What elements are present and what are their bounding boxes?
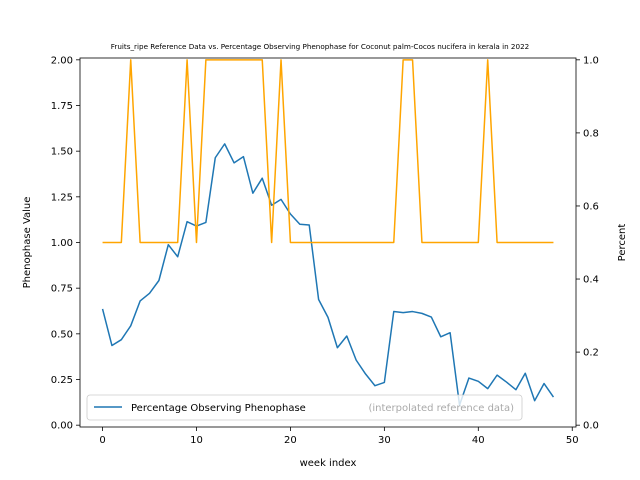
plot-area — [79, 57, 577, 428]
legend-box — [86, 394, 523, 421]
series-line-reference — [102, 59, 554, 244]
left-y-tick-label: 0.25 — [51, 375, 73, 386]
legend: Percentage Observing Phenophase (interpo… — [86, 394, 523, 421]
left-y-tick-label: 1.50 — [51, 147, 73, 158]
left-y-tick-label: 1.25 — [51, 192, 73, 203]
series-line-percentage — [101, 143, 555, 406]
x-tick-label: 30 — [378, 435, 391, 446]
right-y-axis-label: Percent — [617, 224, 628, 262]
left-y-axis: 0.00 0.25 0.50 0.75 1.00 1.25 1.50 1.75 2.00 — [51, 55, 80, 432]
x-axis-label: week index — [300, 458, 357, 469]
right-y-tick-label: 0.6 — [583, 201, 599, 212]
chart-title: Fruits_ripe Reference Data vs. Percentag… — [111, 42, 529, 51]
series-layer — [101, 59, 555, 406]
right-y-tick-label: 1.0 — [583, 55, 599, 66]
left-y-tick-label: 2.00 — [51, 55, 73, 66]
legend-label-percentage: Percentage Observing Phenophase — [131, 403, 306, 414]
right-y-tick-label: 0.2 — [583, 348, 599, 359]
left-y-axis-label: Phenophase Value — [22, 197, 33, 289]
x-tick-label: 10 — [190, 435, 203, 446]
left-y-tick-label: 0.00 — [51, 421, 73, 432]
left-y-tick-label: 0.75 — [51, 284, 73, 295]
left-y-tick-label: 0.50 — [51, 329, 73, 340]
x-tick-label: 50 — [566, 435, 579, 446]
left-y-tick-label: 1.75 — [51, 101, 73, 112]
right-y-axis: 0.0 0.2 0.4 0.6 0.8 1.0 — [576, 55, 599, 432]
right-y-tick-label: 0.0 — [583, 421, 599, 432]
right-y-tick-label: 0.4 — [583, 275, 599, 286]
x-tick-label: 20 — [284, 435, 297, 446]
right-y-tick-label: 0.8 — [583, 128, 599, 139]
x-tick-label: 0 — [99, 435, 105, 446]
legend-label-reference: (interpolated reference data) — [368, 403, 514, 414]
x-axis: 0 10 20 30 40 50 — [99, 427, 579, 446]
left-y-tick-label: 1.00 — [51, 238, 73, 249]
x-tick-label: 40 — [472, 435, 485, 446]
